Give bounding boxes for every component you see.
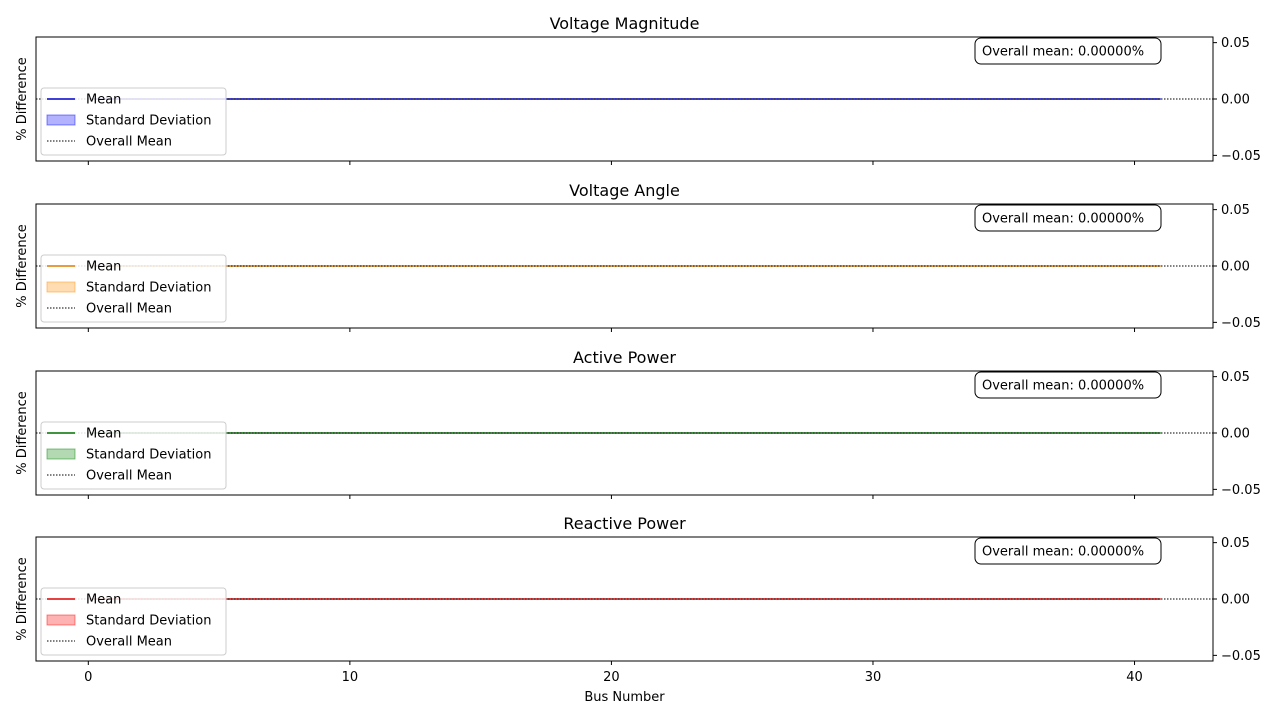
annotation-text: Overall mean: 0.00000% bbox=[982, 45, 1144, 60]
subplot-2: Voltage Angle % Difference 0.05 0.00 −0.05 Ov… bbox=[15, 181, 1261, 332]
x-axis-label: Bus Number bbox=[584, 690, 665, 705]
y-axis-label: % Difference bbox=[15, 391, 30, 475]
subplot-1: Voltage Magnitude % Difference 0.05 0.00 −0.… bbox=[15, 14, 1261, 165]
subplot-title: Voltage Magnitude bbox=[550, 14, 700, 33]
legend-entry-label: Mean bbox=[86, 427, 121, 442]
annotation-text: Overall mean: 0.00000% bbox=[982, 545, 1144, 560]
annotation-text: Overall mean: 0.00000% bbox=[982, 212, 1144, 227]
legend-entry-label: Mean bbox=[86, 93, 121, 108]
y-tick-label: 0.00 bbox=[1221, 427, 1250, 442]
y-tick-label: −0.05 bbox=[1221, 149, 1261, 164]
subplot-title: Active Power bbox=[573, 348, 676, 367]
annotation-box bbox=[974, 537, 1162, 565]
legend-entry-label: Overall Mean bbox=[86, 302, 172, 317]
y-tick-label: 0.05 bbox=[1221, 370, 1250, 385]
y-tick-label: 0.00 bbox=[1221, 593, 1250, 608]
annotation-text: Overall mean: 0.00000% bbox=[982, 379, 1144, 394]
legend-entry-label: Overall Mean bbox=[86, 469, 172, 484]
legend-frame bbox=[40, 421, 227, 490]
y-tick-label: 0.05 bbox=[1221, 536, 1250, 551]
legend-std-swatch bbox=[46, 448, 76, 460]
legend: Mean Standard Deviation Overall Mean bbox=[40, 587, 227, 656]
legend-std-swatch bbox=[46, 281, 76, 293]
y-axis-label: % Difference bbox=[15, 557, 30, 641]
subplot-3: Active Power % Difference 0.05 0.00 −0.05 Ove… bbox=[15, 348, 1261, 499]
subplot-title: Voltage Angle bbox=[569, 181, 680, 200]
y-tick-label: 0.05 bbox=[1221, 36, 1250, 51]
legend-std-swatch bbox=[46, 114, 76, 126]
legend-entry-label: Standard Deviation bbox=[86, 114, 211, 129]
legend-frame bbox=[40, 87, 227, 156]
legend-entry-label: Mean bbox=[86, 260, 121, 275]
annotation-box bbox=[974, 204, 1162, 232]
legend-entry-label: Overall Mean bbox=[86, 635, 172, 650]
legend-entry-label: Standard Deviation bbox=[86, 448, 211, 463]
overall-mean-annotation: Overall mean: 0.00000% bbox=[974, 537, 1162, 565]
legend: Mean Standard Deviation Overall Mean bbox=[40, 421, 227, 490]
subplot-4: Reactive Power % Difference 0.05 0.00 −0.05 0… bbox=[15, 514, 1261, 705]
legend-entry-label: Standard Deviation bbox=[86, 614, 211, 629]
x-tick-label: 40 bbox=[1126, 670, 1143, 685]
x-tick-label: 30 bbox=[865, 670, 882, 685]
annotation-box bbox=[974, 371, 1162, 399]
legend: Mean Standard Deviation Overall Mean bbox=[40, 254, 227, 323]
x-tick-label: 0 bbox=[84, 670, 92, 685]
x-tick-label: 10 bbox=[342, 670, 359, 685]
subplot-title: Reactive Power bbox=[563, 514, 686, 533]
y-axis-label: % Difference bbox=[15, 57, 30, 141]
legend-entry-label: Standard Deviation bbox=[86, 281, 211, 296]
legend-frame bbox=[40, 254, 227, 323]
legend-std-swatch bbox=[46, 614, 76, 626]
legend-entry-label: Mean bbox=[86, 593, 121, 608]
overall-mean-annotation: Overall mean: 0.00000% bbox=[974, 204, 1162, 232]
overall-mean-annotation: Overall mean: 0.00000% bbox=[974, 371, 1162, 399]
y-tick-label: −0.05 bbox=[1221, 649, 1261, 664]
y-tick-label: 0.00 bbox=[1221, 260, 1250, 275]
overall-mean-annotation: Overall mean: 0.00000% bbox=[974, 37, 1162, 65]
legend-entry-label: Overall Mean bbox=[86, 135, 172, 150]
legend-frame bbox=[40, 587, 227, 656]
y-tick-label: 0.05 bbox=[1221, 203, 1250, 218]
annotation-box bbox=[974, 37, 1162, 65]
y-axis-label: % Difference bbox=[15, 224, 30, 308]
y-tick-label: −0.05 bbox=[1221, 483, 1261, 498]
y-tick-label: 0.00 bbox=[1221, 93, 1250, 108]
x-tick-label: 20 bbox=[603, 670, 620, 685]
legend: Mean Standard Deviation Overall Mean bbox=[40, 87, 227, 156]
y-tick-label: −0.05 bbox=[1221, 316, 1261, 331]
